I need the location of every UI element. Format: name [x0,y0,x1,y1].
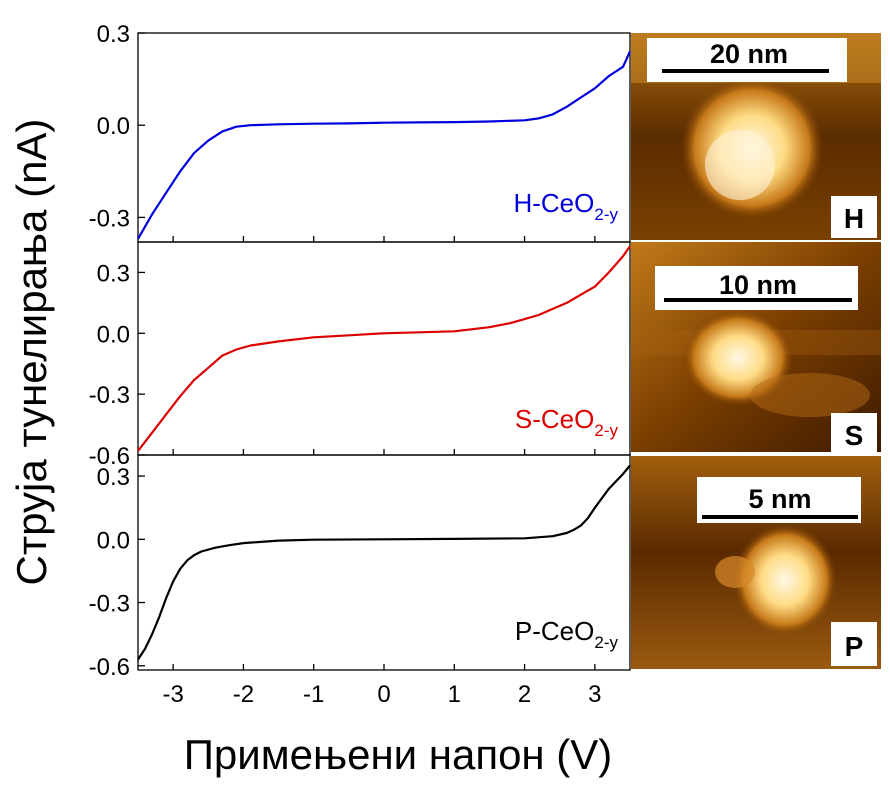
stm-image-p: 5 nm P [631,456,881,669]
stm-image-s: 10 nm S [631,242,881,455]
y-tick-label: 0.3 [97,260,130,287]
x-axis-title: Примењени напон (V) [184,731,613,778]
stm-image-h: 20 nm H [631,33,881,240]
x-tick-label: -3 [162,681,183,708]
x-tick-label: 2 [518,681,531,708]
scale-label-p: 5 nm [748,484,811,514]
x-tick-label: 1 [448,681,461,708]
y-tick-label: 0.0 [97,527,130,554]
x-tick-labels: -3 -2 -1 0 1 2 3 [162,681,601,708]
badge-box-p [831,622,877,666]
panel-s-ceo2: 0.3 0.0 -0.3 -0.6 S-CeO2-y [89,241,631,470]
y-tick-label: -0.3 [89,382,130,409]
panel-p-ceo2: 0.3 0.0 -0.3 -0.6 P-CeO2-y [89,454,631,681]
x-tick-label: -2 [233,681,254,708]
badge-label-s: S [845,420,864,451]
scale-label-h: 20 nm [710,39,788,69]
y-tick-label: -0.3 [89,591,130,618]
y-tick-label: -0.6 [89,443,130,470]
scale-label-s: 10 nm [719,270,797,300]
badge-label-p: P [845,631,864,662]
x-tick-label: 3 [588,681,601,708]
series-label: H-CeO2-y [513,188,618,224]
iv-curve [137,464,631,661]
scale-box-s [655,266,858,310]
badge-box-s [831,413,877,455]
series-label: P-CeO2-y [515,616,619,652]
x-tick-label: 0 [377,681,390,708]
iv-curve [137,50,632,240]
badge-box-h [831,196,877,238]
y-axis-title: Струја тунелирања (nA) [8,119,55,586]
y-tick-label: 0.0 [97,113,130,140]
scale-box-h [647,38,847,82]
y-tick-label: 0.3 [97,21,130,48]
series-label: S-CeO2-y [515,404,619,440]
y-tick-label: 0.0 [97,321,130,348]
iv-curve [137,245,631,452]
x-tick-label: -1 [303,681,324,708]
panel-h-ceo2: 0.3 0.0 -0.3 H-CeO2-y [89,21,632,243]
y-tick-label: 0.3 [97,464,130,491]
y-tick-label: -0.3 [89,205,130,232]
y-tick-label: -0.6 [89,654,130,681]
badge-label-h: H [844,203,864,234]
